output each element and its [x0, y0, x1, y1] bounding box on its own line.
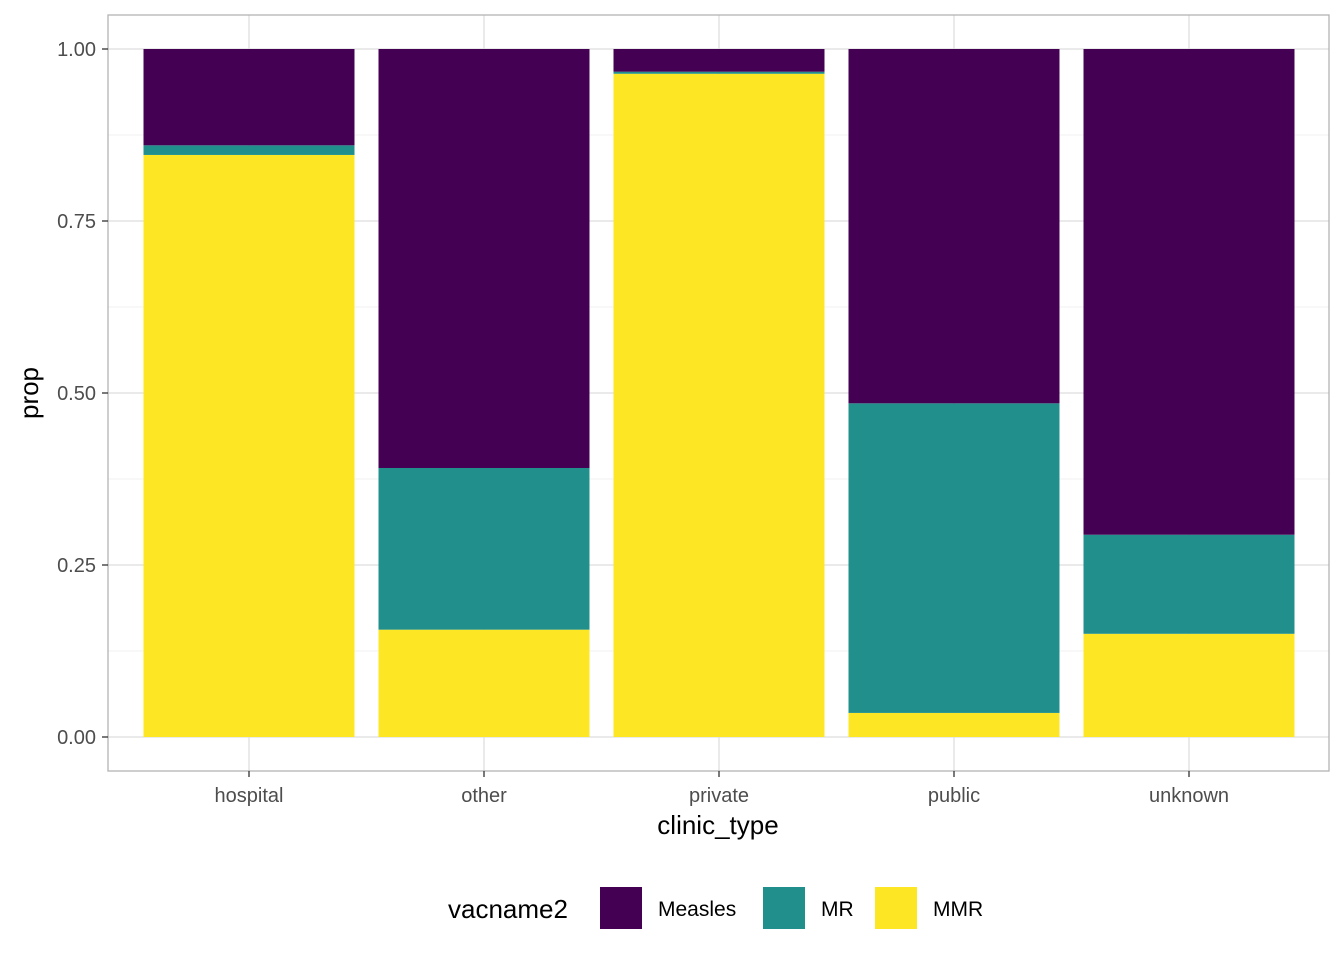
legend-label-mr: MR — [821, 898, 854, 921]
legend-title: vacname2 — [448, 894, 568, 924]
legend-label-measles: Measles — [658, 898, 736, 921]
x-tick-label-hospital: hospital — [215, 785, 284, 807]
x-axis-title: clinic_type — [657, 810, 778, 840]
bar-hospital-measles — [143, 49, 355, 146]
bar-unknown-mmr — [1083, 633, 1295, 737]
y-axis: 0.00 0.25 0.50 0.75 1.00 — [57, 39, 108, 749]
legend-key-mmr — [875, 887, 917, 929]
bar-other-mr — [378, 467, 590, 630]
y-tick-label: 0.25 — [57, 555, 96, 577]
legend-label-mmr: MMR — [933, 898, 983, 921]
bar-hospital-mmr — [143, 154, 355, 737]
bars-group — [143, 49, 1295, 737]
x-tick-label-other: other — [461, 785, 507, 807]
bar-private-mmr — [613, 73, 825, 737]
x-axis: hospital other private public unknown — [215, 771, 1229, 807]
legend: vacname2 Measles MR MMR — [448, 887, 983, 929]
bar-other-measles — [378, 49, 590, 468]
y-tick-label: 0.75 — [57, 211, 96, 233]
bar-public-mr — [848, 403, 1060, 713]
bar-public-mmr — [848, 712, 1060, 737]
legend-key-measles — [600, 887, 642, 929]
legend-key-mr — [763, 887, 805, 929]
y-tick-label: 0.50 — [57, 383, 96, 405]
bar-unknown-mr — [1083, 534, 1295, 634]
y-tick-label: 0.00 — [57, 727, 96, 749]
x-tick-label-unknown: unknown — [1149, 785, 1229, 807]
x-tick-label-public: public — [928, 785, 980, 807]
bar-private-measles — [613, 49, 825, 72]
bar-unknown-measles — [1083, 49, 1295, 535]
x-tick-label-private: private — [689, 785, 749, 807]
bar-hospital-mr — [143, 145, 355, 155]
bar-private-mr — [613, 71, 825, 74]
bar-other-mmr — [378, 629, 590, 737]
y-axis-title: prop — [14, 367, 44, 419]
bar-public-measles — [848, 49, 1060, 404]
y-tick-label: 1.00 — [57, 39, 96, 61]
